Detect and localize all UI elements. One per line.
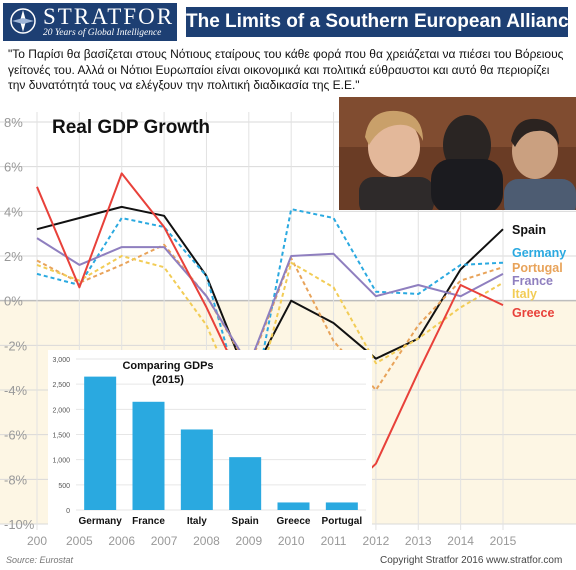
page-title: The Limits of a Southern European Allian…: [186, 11, 576, 32]
inset-y-tick-label: 2,000: [52, 407, 70, 414]
y-tick-label: 6%: [4, 160, 23, 175]
y-tick-label: -6%: [4, 428, 28, 443]
x-tick-label: 2013: [405, 534, 432, 548]
x-tick-label: 2015: [490, 534, 517, 548]
title-banner: The Limits of a Southern European Allian…: [184, 5, 576, 39]
x-tick-label: 2005: [66, 534, 93, 548]
header: STRATFOR 20 Years of Global Intelligence…: [0, 0, 576, 44]
inset-bar-spain: [229, 457, 262, 510]
copyright-note: Copyright Stratfor 2016 www.stratfor.com: [380, 555, 563, 566]
x-tick-label: 2011: [321, 534, 347, 548]
inset-y-tick-label: 2,500: [52, 382, 70, 389]
gdp-comparison-inset: 0 500 1,000 1,500 2,000 2,500 3,000 Germany Fra…: [48, 350, 372, 530]
y-tick-label: 8%: [4, 115, 23, 130]
x-tick-label: 2012: [363, 534, 390, 548]
x-tick-label: 2009: [235, 534, 262, 548]
x-tick-label: 2008: [193, 534, 220, 548]
line-chart-title: Real GDP Growth: [52, 117, 210, 138]
photo-illustration: [339, 97, 576, 210]
inset-category-label: France: [132, 516, 165, 527]
inset-bar-germany: [84, 376, 117, 510]
y-tick-label: -2%: [4, 338, 28, 353]
inset-bar-france: [132, 401, 165, 510]
series-line-portugal: [36, 243, 504, 391]
brand-tagline: 20 Years of Global Intelligence: [43, 28, 162, 38]
source-note: Source: Eurostat: [6, 555, 74, 565]
inset-title: Comparing GDPs (2015): [122, 360, 214, 386]
compass-icon: [10, 8, 36, 34]
inset-category-label: Germany: [78, 516, 122, 527]
inset-y-tick-label: 3,000: [52, 357, 70, 364]
x-tick-label: 2010: [278, 534, 305, 548]
inset-y-ticks: 0 500 1,000 1,500 2,000 2,500 3,000: [52, 357, 70, 515]
inset-category-label: Spain: [232, 516, 259, 527]
stratfor-logo[interactable]: STRATFOR 20 Years of Global Intelligence: [3, 3, 177, 41]
y-tick-label: -8%: [4, 472, 28, 487]
y-axis-ticks: 8% 6% 4% 2% 0% -2% -4% -6% -8% -10%: [4, 115, 35, 532]
inset-category-label: Italy: [187, 516, 207, 527]
x-tick-label: 2007: [151, 534, 178, 548]
y-tick-label: 2%: [4, 249, 23, 264]
legend-label-italy: Italy: [512, 287, 537, 301]
inset-y-tick-label: 1,500: [52, 433, 70, 440]
legend-label-france: France: [512, 274, 553, 288]
y-tick-label: -4%: [4, 383, 28, 398]
quote-text: "Το Παρίσι θα βασίζεται στους Νότιους ετ…: [8, 47, 564, 92]
inset-bars: [84, 376, 358, 510]
x-tick-label: 2006: [108, 534, 135, 548]
x-axis-ticks: 200 2005 2006 2007 2008 2009 2010 2011 2012 2013 2…: [27, 534, 517, 548]
series-line-germany: [36, 208, 504, 427]
inset-bar-portugal: [325, 502, 358, 510]
legend-label-spain: Spain: [512, 223, 546, 237]
legend-label-germany: Germany: [512, 246, 566, 260]
x-tick-label: 200: [27, 534, 47, 548]
y-tick-label: -10%: [4, 517, 35, 532]
inset-y-tick-label: 1,000: [52, 458, 70, 465]
legend-label-greece: Greece: [512, 306, 554, 320]
legend-label-portugal: Portugal: [512, 261, 563, 275]
y-tick-label: 4%: [4, 204, 23, 219]
leaders-photo: [339, 97, 576, 210]
brand-name: STRATFOR: [43, 4, 175, 29]
inset-categories: Germany France Italy Spain Greece Portugal: [78, 516, 362, 527]
inset-bar-greece: [277, 502, 310, 510]
inset-y-tick-label: 500: [58, 483, 70, 490]
y-tick-label: 0%: [4, 294, 23, 309]
series-line-france: [36, 237, 504, 367]
inset-category-label: Portugal: [322, 516, 363, 527]
series-line-italy: [36, 255, 504, 425]
inset-y-tick-label: 0: [66, 508, 70, 515]
x-tick-label: 2014: [447, 534, 474, 548]
inset-category-label: Greece: [277, 516, 311, 527]
inset-bar-italy: [180, 429, 213, 510]
inset-grid: [76, 358, 366, 511]
